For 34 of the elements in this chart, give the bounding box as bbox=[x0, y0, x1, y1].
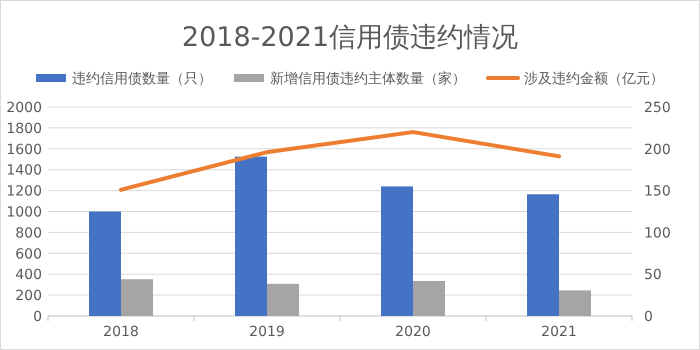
x-tick-label: 2018 bbox=[103, 324, 139, 340]
y-tick-label: 1600 bbox=[6, 142, 42, 158]
line-series bbox=[119, 130, 561, 192]
chart-title: 2018-2021信用债违约情况 bbox=[182, 22, 518, 53]
bar bbox=[559, 290, 591, 316]
y2-tick-label: 0 bbox=[644, 309, 653, 325]
y-tick-label: 0 bbox=[33, 309, 42, 325]
bar bbox=[413, 280, 445, 316]
bar bbox=[527, 194, 559, 316]
y2-tick-label: 200 bbox=[644, 142, 671, 158]
y-tick-label: 1200 bbox=[6, 184, 42, 200]
legend-label: 涉及违约金额（亿元） bbox=[524, 71, 664, 87]
x-tick-label: 2019 bbox=[249, 324, 285, 340]
y2-tick-label: 250 bbox=[644, 100, 671, 116]
y-tick-label: 1400 bbox=[6, 162, 42, 179]
y-tick-label: 2000 bbox=[6, 100, 42, 116]
y-tick-label: 600 bbox=[15, 246, 42, 262]
y2-tick-label: 150 bbox=[644, 184, 671, 200]
y-tick-label: 1800 bbox=[6, 120, 42, 137]
y-tick-label: 200 bbox=[15, 288, 42, 304]
x-tick-label: 2020 bbox=[395, 324, 431, 340]
y2-tick-label: 50 bbox=[644, 267, 662, 284]
legend-label: 违约信用债数量（只） bbox=[72, 71, 212, 87]
bar bbox=[381, 186, 413, 316]
bar bbox=[267, 284, 299, 316]
y-tick-label: 400 bbox=[15, 267, 42, 284]
y2-tick-label: 100 bbox=[644, 225, 671, 242]
y-tick-label: 1000 bbox=[6, 204, 42, 220]
x-tick-label: 2021 bbox=[541, 324, 577, 340]
legend-label: 新增信用债违约主体数量（家） bbox=[270, 71, 466, 87]
bar bbox=[89, 212, 121, 316]
bar bbox=[235, 156, 267, 316]
y-tick-label: 800 bbox=[15, 225, 42, 242]
bar bbox=[121, 279, 153, 316]
